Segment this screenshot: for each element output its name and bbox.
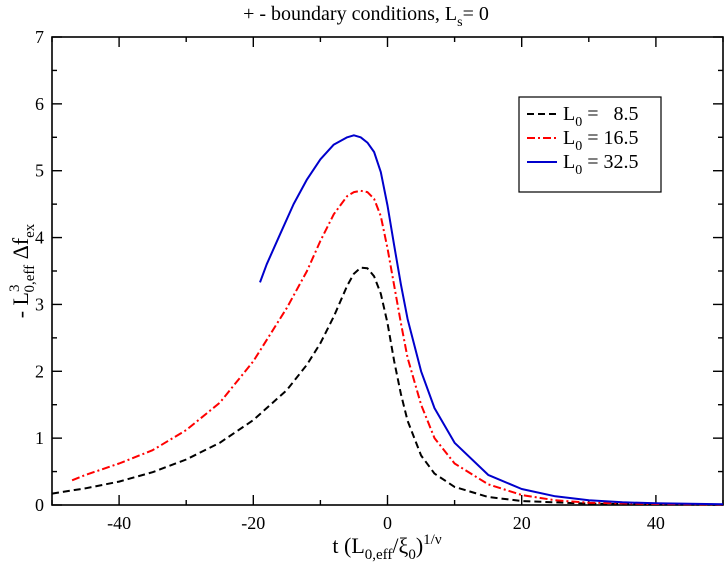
y-label-mid: Δf [8,237,33,265]
legend: L0 = 8.5 L0 = 16.5 L0 = 32.5 [518,96,662,193]
x-label-prefix: t (L [332,533,364,558]
y-tick-label: 7 [35,27,44,47]
chart-title-text: + - boundary conditions, L [243,3,457,25]
chart-title-sub: s [457,15,462,30]
legend-label-0-tail: = 8.5 [582,103,638,125]
chart-title: + - boundary conditions, Ls= 0 [243,3,489,30]
legend-box [518,96,662,193]
legend-label-1: L0 = 16.5 [563,127,639,154]
y-tick-label: 3 [35,294,44,314]
legend-label-2: L0 = 32.5 [563,151,639,178]
x-label-sub1: 0,eff [365,547,393,563]
series-line-1 [71,189,724,506]
y-label-sub2: ex [22,223,38,238]
legend-label-2-tail: = 32.5 [582,151,638,173]
x-tick-label: -20 [241,513,265,533]
y-label-sup: 3 [7,285,23,293]
y-tick-label: 1 [35,428,44,448]
chart-title-tail: = 0 [463,3,489,25]
x-tick-label: 0 [383,513,392,533]
x-label-close: ) [416,533,423,558]
legend-label-1-tail: = 16.5 [582,127,638,149]
x-tick-label: -40 [107,513,131,533]
y-label-sub: 0,eff [22,265,38,293]
x-label-sub2: 0 [408,547,416,563]
y-tick-label: 4 [35,228,44,248]
axis-tick-labels: -40 -20 0 20 40 0 1 2 3 4 5 6 7 [35,27,665,533]
legend-label-1-sub: 0 [575,139,582,154]
legend-label-1-prefix: L [563,127,575,149]
x-axis-label: t (L0,eff/ξ0)1/ν [332,532,441,563]
y-label-prefix: - L [8,292,33,318]
x-label-mid: /ξ [392,533,408,558]
series-layer [51,134,724,506]
legend-label-2-sub: 0 [575,163,582,178]
y-tick-label: 2 [35,361,44,381]
y-tick-label: 6 [35,94,44,114]
y-axis-label: - L30,eff Δfex [7,223,38,318]
legend-label-0-sub: 0 [575,115,582,130]
y-tick-label: 5 [35,161,44,181]
axis-ticks [51,36,724,506]
series-line-0 [51,266,724,506]
legend-label-0-prefix: L [563,103,575,125]
legend-label-2-prefix: L [563,151,575,173]
legend-label-0: L0 = 8.5 [563,103,639,130]
x-tick-label: 20 [513,513,531,533]
y-tick-label: 0 [35,495,44,515]
series-line-2 [259,134,724,506]
x-label-sup: 1/ν [423,532,442,548]
x-tick-label: 40 [647,513,665,533]
